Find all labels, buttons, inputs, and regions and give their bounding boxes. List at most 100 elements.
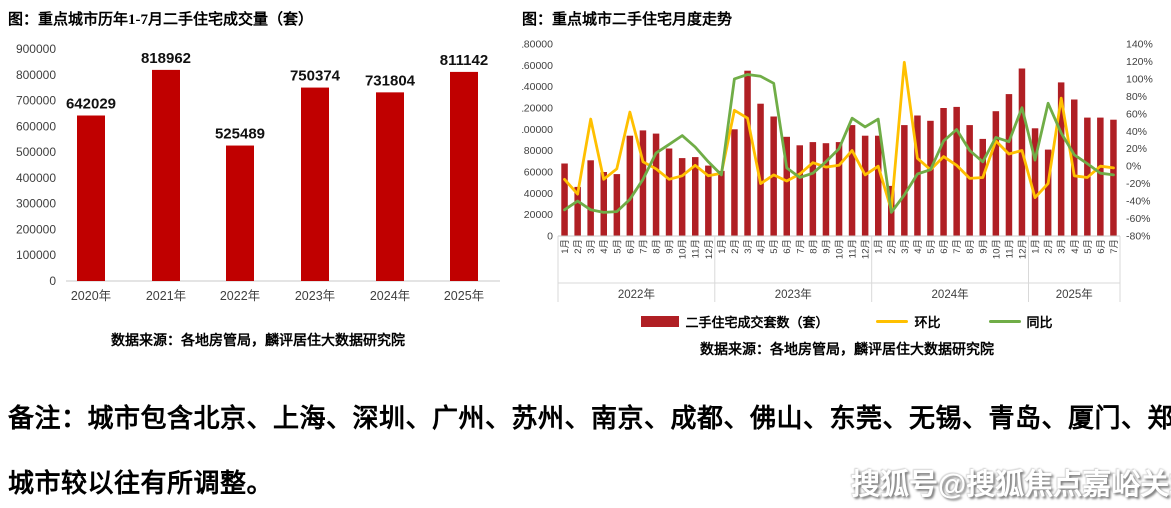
x-axis-category: 2022年 xyxy=(220,289,260,303)
left-y-tick: 60000 xyxy=(524,167,553,179)
monthly-chart-title: 图：重点城市二手住宅月度走势 xyxy=(522,12,733,28)
month-bar xyxy=(639,130,647,236)
y-axis-tick: 400000 xyxy=(16,171,56,185)
monthly-combo-chart-canvas: 0 20000 40000 60000 80000 100000 120000 140000 1… xyxy=(518,39,1153,302)
month-tick: 7月 xyxy=(639,239,650,254)
x-axis-category: 2020年 xyxy=(71,289,111,303)
month-tick: 2月 xyxy=(730,239,741,254)
month-tick: 1月 xyxy=(874,239,885,254)
month-bar xyxy=(1097,117,1104,236)
y-axis-tick: 0 xyxy=(49,274,56,288)
y-axis-tick: 800000 xyxy=(16,68,56,82)
month-tick: 3月 xyxy=(1057,239,1068,254)
month-tick: 1月 xyxy=(560,239,571,254)
month-tick: 2月 xyxy=(573,239,584,254)
y-axis-tick: 300000 xyxy=(16,197,56,211)
right-y-tick: -60% xyxy=(1126,213,1151,225)
left-y-tick: 80000 xyxy=(524,145,553,157)
year-bar-2021年 xyxy=(152,69,180,281)
month-tick: 8月 xyxy=(965,239,976,254)
month-bar xyxy=(561,163,568,236)
month-bar xyxy=(1005,94,1013,236)
right-y-tick: 100% xyxy=(1126,73,1153,85)
year-group-label: 2025年 xyxy=(1056,287,1093,301)
right-y-tick: 0% xyxy=(1126,161,1141,173)
annual-sales-chart: 图：重点城市历年1-7月二手住宅成交量（套） 0 100000 200000 3000… xyxy=(8,8,508,350)
right-y-tick: 140% xyxy=(1126,39,1153,51)
month-tick: 3月 xyxy=(586,239,597,254)
month-tick: 11月 xyxy=(848,239,859,258)
year-bar-2025年 xyxy=(450,71,478,282)
x-axis-category: 2021年 xyxy=(146,289,186,303)
month-tick: 6月 xyxy=(1096,239,1107,254)
year-bar-2023年 xyxy=(301,87,329,282)
month-bar xyxy=(927,120,934,236)
y-axis-tick: 500000 xyxy=(16,145,56,159)
monthly-chart-source: 数据来源：各地房管局，麟评居住大数据研究院 xyxy=(700,343,994,358)
month-bar xyxy=(822,143,830,236)
left-y-tick: 180000 xyxy=(522,39,553,51)
annual-bar-chart-canvas: 0 100000 200000 300000 400000 500000 600000 700… xyxy=(16,42,500,303)
left-y-tick: 40000 xyxy=(524,188,553,200)
month-bar xyxy=(875,135,882,236)
legend-item-sales: 二手住宅成交套数（套） xyxy=(641,312,828,331)
year-group-label: 2023年 xyxy=(775,287,812,301)
month-bar xyxy=(626,135,634,236)
bar-data-label: 731804 xyxy=(365,72,416,89)
yoy-line-swatch xyxy=(988,319,1021,324)
month-bar xyxy=(757,103,764,236)
watermark-sohu: 搜狐号@搜狐焦点嘉峪关站 xyxy=(851,469,1171,501)
left-y-tick: 160000 xyxy=(522,60,553,72)
month-bar xyxy=(940,108,947,236)
month-tick: 12月 xyxy=(1018,239,1029,259)
month-bar xyxy=(744,70,751,236)
month-tick: 11月 xyxy=(1004,239,1015,258)
right-y-tick: 20% xyxy=(1126,143,1147,155)
month-bar xyxy=(796,145,803,236)
bar-series-label: 二手住宅成交套数（套） xyxy=(685,315,829,330)
mom-line-label: 环比 xyxy=(914,315,941,330)
annual-chart-title: 图：重点城市历年1-7月二手住宅成交量（套） xyxy=(8,12,313,28)
left-y-tick: 140000 xyxy=(522,81,553,93)
left-y-tick: 20000 xyxy=(524,209,553,221)
month-tick: 4月 xyxy=(756,239,767,254)
month-bar xyxy=(587,160,594,236)
footnote-line-2: 城市较以往有所调整。 xyxy=(8,469,274,498)
x-axis-category: 2024年 xyxy=(370,289,410,303)
yoy-line xyxy=(563,73,1115,214)
month-tick: 11月 xyxy=(691,239,702,258)
month-tick: 6月 xyxy=(625,239,636,254)
month-bar xyxy=(731,129,738,236)
month-bar xyxy=(1044,149,1052,236)
month-bar xyxy=(652,133,660,236)
month-tick: 9月 xyxy=(665,239,676,254)
y-axis-tick: 600000 xyxy=(16,119,56,133)
month-bar xyxy=(783,136,790,236)
month-tick: 8月 xyxy=(808,239,819,254)
month-tick: 4月 xyxy=(913,239,924,254)
legend: 二手住宅成交套数（套） 环比 同比 xyxy=(522,312,1171,331)
month-tick: 2月 xyxy=(1044,239,1055,254)
month-bar xyxy=(678,158,686,236)
month-tick: 10月 xyxy=(991,239,1002,259)
year-group-label: 2022年 xyxy=(618,287,655,301)
left-y-tick: 100000 xyxy=(522,124,553,136)
left-y-tick: 0 xyxy=(547,231,553,243)
month-tick: 8月 xyxy=(652,239,663,254)
month-tick: 10月 xyxy=(835,239,846,259)
month-tick: 6月 xyxy=(782,239,793,254)
month-tick: 9月 xyxy=(821,239,832,254)
month-bar xyxy=(665,148,673,236)
right-y-tick: 120% xyxy=(1126,56,1153,68)
month-bar xyxy=(1031,128,1039,236)
month-tick: 4月 xyxy=(1070,239,1081,254)
mom-line-swatch xyxy=(876,319,909,324)
annual-chart-source: 数据来源：各地房管局，麟评居住大数据研究院 xyxy=(111,334,405,349)
right-y-tick: -40% xyxy=(1126,196,1151,208)
month-tick: 7月 xyxy=(795,239,806,254)
month-bar xyxy=(600,172,607,236)
bar-data-label: 642029 xyxy=(66,95,116,112)
month-bar xyxy=(861,135,869,236)
monthly-trend-chart: 图：重点城市二手住宅月度走势 0 20000 40000 60000 80000 1000… xyxy=(518,8,1171,359)
